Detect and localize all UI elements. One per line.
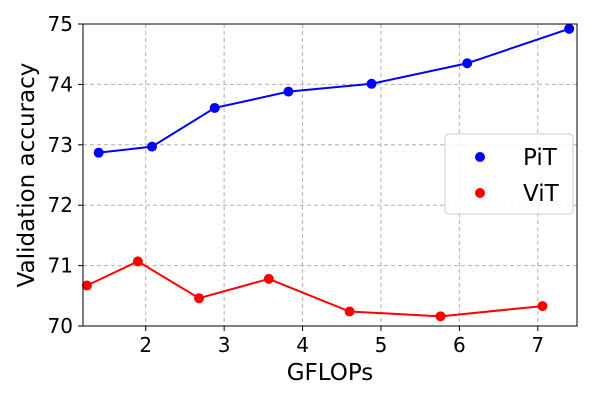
data-point-vit	[132, 256, 143, 267]
y-tick-label: 71	[48, 254, 73, 278]
legend-marker-pit	[475, 152, 485, 162]
data-point-vit	[194, 293, 205, 304]
legend-label-vit: ViT	[523, 181, 560, 207]
data-point-pit	[209, 102, 220, 113]
x-tick-label: 2	[139, 333, 152, 357]
legend: PiT ViT	[444, 133, 574, 215]
data-point-pit	[283, 86, 294, 97]
data-point-pit	[564, 23, 575, 34]
y-tick-label: 75	[48, 12, 73, 36]
x-tick-label: 4	[296, 333, 309, 357]
x-tick-label: 7	[531, 333, 544, 357]
data-point-vit	[435, 311, 446, 322]
data-point-pit	[93, 147, 104, 158]
axis-ticks: 2 3 4 5 6 7 70 71 72 73 74 75	[48, 12, 545, 357]
legend-label-pit: PiT	[523, 145, 558, 171]
y-tick-label: 70	[48, 314, 73, 338]
data-point-pit	[366, 78, 377, 89]
x-axis-label: GFLOPs	[287, 360, 374, 386]
x-tick-label: 5	[375, 333, 388, 357]
legend-marker-vit	[475, 188, 485, 198]
series-line-vit	[86, 260, 543, 318]
data-point-vit	[537, 301, 548, 312]
y-tick-label: 74	[48, 72, 73, 96]
data-point-vit	[344, 306, 355, 317]
y-axis-label: Validation accuracy	[14, 63, 40, 288]
data-point-vit	[263, 273, 274, 284]
data-point-vit	[81, 280, 92, 291]
data-point-pit	[147, 141, 158, 152]
y-tick-label: 72	[48, 193, 73, 217]
x-tick-label: 3	[218, 333, 231, 357]
plot-frame	[82, 23, 578, 327]
y-tick-label: 73	[48, 133, 73, 157]
x-tick-label: 6	[453, 333, 466, 357]
plot-series	[81, 23, 575, 322]
data-point-pit	[462, 58, 473, 69]
